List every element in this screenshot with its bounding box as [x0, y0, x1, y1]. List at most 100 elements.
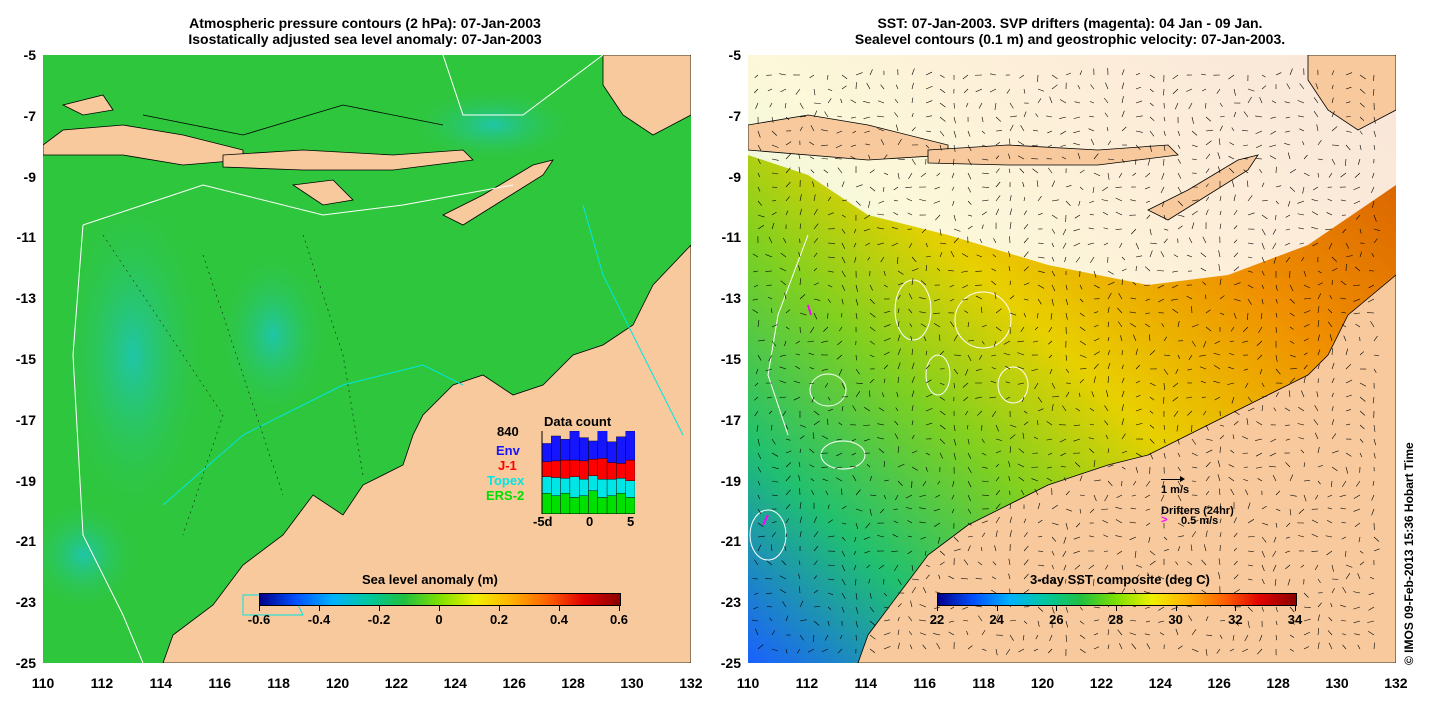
velocity-vector — [1177, 186, 1182, 194]
velocity-vector — [1037, 98, 1042, 104]
velocity-vector — [925, 574, 930, 580]
velocity-vector — [1172, 270, 1179, 273]
velocity-vector — [751, 619, 759, 622]
land-kai — [61, 94, 114, 116]
velocity-vector — [796, 648, 801, 654]
colorbar-tick-label: 0.2 — [489, 612, 509, 627]
sla-map[interactable] — [43, 55, 691, 663]
velocity-vector — [837, 340, 843, 346]
velocity-vector — [1256, 340, 1263, 346]
data-count-bar-env — [597, 431, 608, 459]
velocity-vector — [905, 507, 913, 510]
velocity-vector — [1093, 460, 1096, 468]
velocity-vector — [1317, 446, 1320, 454]
velocity-vector — [1177, 172, 1182, 179]
sst-map[interactable] — [748, 55, 1396, 663]
velocity-vector — [1009, 195, 1012, 202]
velocity-vector — [953, 536, 959, 542]
velocity-vector — [1119, 643, 1123, 650]
velocity-vector — [883, 351, 890, 356]
velocity-vector — [769, 617, 773, 622]
velocity-vector — [919, 297, 927, 300]
velocity-vector — [1373, 642, 1375, 650]
velocity-vector — [864, 550, 871, 554]
velocity-vector — [896, 391, 899, 398]
velocity-vector — [813, 312, 818, 320]
velocity-vector — [1089, 448, 1095, 454]
velocity-vector — [1190, 544, 1193, 552]
velocity-vector — [1009, 138, 1011, 146]
velocity-vector — [1172, 308, 1179, 314]
velocity-vector — [1177, 508, 1183, 515]
velocity-vector — [1317, 306, 1320, 314]
velocity-vector — [1051, 270, 1056, 277]
velocity-scale-label: 1 m/s — [1161, 484, 1190, 496]
velocity-vector — [757, 225, 765, 230]
velocity-vector — [1233, 225, 1238, 230]
velocity-vector — [1373, 536, 1380, 542]
velocity-vector — [1107, 464, 1114, 468]
velocity-vector — [1373, 228, 1381, 232]
velocity-vector — [922, 480, 927, 487]
velocity-vector — [981, 466, 988, 469]
velocity-vector — [1261, 298, 1264, 305]
velocity-vector — [1373, 354, 1379, 357]
velocity-vector — [813, 560, 818, 566]
velocity-vector — [827, 504, 830, 510]
velocity-vector — [1037, 564, 1045, 567]
velocity-vector — [1358, 536, 1361, 543]
velocity-vector — [911, 112, 914, 118]
velocity-vector — [1191, 452, 1198, 457]
velocity-vector — [1317, 282, 1323, 286]
y-tick-label: -21 — [720, 533, 741, 550]
velocity-vector — [936, 642, 941, 650]
velocity-vector — [869, 494, 877, 496]
colorbar-tick-label: 22 — [929, 612, 945, 627]
velocity-vector — [1161, 172, 1165, 180]
velocity-vector — [841, 606, 845, 613]
velocity-vector — [1373, 116, 1376, 124]
velocity-vector — [1261, 199, 1268, 202]
data-count-bar-ers2 — [625, 497, 635, 514]
velocity-vector — [967, 535, 973, 538]
velocity-vector — [836, 438, 843, 441]
velocity-vector — [1313, 419, 1319, 426]
sla-anomaly-blob — [53, 175, 213, 535]
velocity-vector — [1289, 606, 1295, 613]
velocity-vector — [1340, 604, 1347, 608]
velocity-vector — [939, 74, 945, 78]
colorbar-tick-mark — [499, 605, 500, 611]
velocity-vector — [897, 446, 900, 454]
data-count-bar-env — [579, 437, 589, 462]
velocity-vector — [1062, 550, 1067, 557]
velocity-vector — [937, 480, 941, 485]
velocity-vector — [1191, 340, 1196, 347]
velocity-vector — [1047, 167, 1053, 174]
velocity-vector — [837, 648, 843, 654]
velocity-vector — [1063, 477, 1067, 482]
velocity-vector — [1246, 418, 1249, 426]
velocity-vector — [1204, 102, 1207, 109]
velocity-vector — [1173, 410, 1179, 417]
velocity-vector — [1300, 449, 1305, 454]
velocity-vector — [1231, 127, 1235, 132]
velocity-vector — [897, 334, 901, 342]
velocity-vector — [755, 102, 759, 110]
velocity-vector — [1327, 198, 1333, 202]
velocity-vector — [1037, 284, 1045, 289]
velocity-vector — [1117, 307, 1123, 314]
x-tick-label: 122 — [1089, 675, 1114, 691]
velocity-vector — [937, 536, 941, 544]
velocity-vector — [1354, 633, 1361, 636]
pressure-contour — [82, 184, 514, 226]
velocity-vector — [1275, 185, 1282, 188]
velocity-vector — [907, 212, 913, 216]
y-tick-label: -23 — [15, 594, 36, 611]
velocity-vector — [925, 364, 930, 370]
velocity-vector — [854, 536, 857, 542]
velocity-vector — [1233, 560, 1238, 566]
velocity-vector — [877, 115, 885, 118]
velocity-vector — [1009, 208, 1013, 216]
velocity-vector — [768, 236, 773, 244]
velocity-vector — [1078, 200, 1081, 206]
